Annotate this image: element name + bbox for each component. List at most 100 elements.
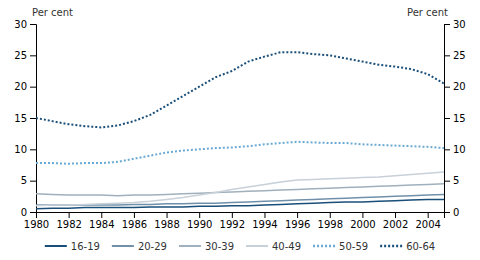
legend-swatch	[179, 245, 201, 247]
y2-axis-tick: 20	[444, 81, 466, 92]
y2-axis-tick: 0	[444, 207, 459, 218]
x-axis-tick-mark	[395, 212, 396, 218]
chart: 1980 1982 1984 1986 1988 1990 1992 1994 1996 1998…	[0, 0, 480, 260]
x-axis-tick: 1988	[154, 212, 179, 230]
y2-axis-tick-mark	[444, 87, 450, 88]
x-axis-tick-mark	[134, 212, 135, 218]
x-axis-tick-mark	[297, 212, 298, 218]
y-axis-tick: 10	[14, 144, 36, 155]
x-axis-tick-mark	[264, 212, 265, 218]
x-axis: 1980 1982 1984 1986 1988 1990 1992 1994 1996 1998…	[24, 212, 445, 230]
legend-item: 60-64	[380, 241, 435, 252]
x-axis-tick-label: 1984	[89, 219, 114, 230]
y2-axis-tick: 25	[444, 50, 466, 61]
legend-label: 30-39	[205, 241, 234, 252]
series-line	[36, 142, 444, 164]
x-axis-tick-mark	[199, 212, 200, 218]
x-axis-tick: 2004	[415, 212, 440, 230]
y2-axis-tick-mark	[444, 24, 450, 25]
y-axis-tick-label: 10	[14, 144, 27, 155]
y2-axis-tick-mark	[444, 149, 450, 150]
y2-axis-tick: 15	[444, 113, 466, 124]
y-axis-tick-mark	[30, 212, 36, 213]
legend-label: 16-19	[71, 241, 100, 252]
x-axis-tick: 1990	[187, 212, 212, 230]
y-axis-line	[30, 25, 37, 213]
y-axis-tick-mark	[30, 24, 36, 25]
y-axis-tick: 5	[21, 175, 36, 186]
x-axis-tick: 1996	[285, 212, 310, 230]
y2-axis: 0 5 10 15 20 25 30	[444, 19, 466, 218]
y2-axis-tick-mark	[444, 212, 450, 213]
x-axis-tick-mark	[101, 212, 102, 218]
legend-item: 40-49	[246, 241, 301, 252]
x-axis-tick-label: 1996	[285, 219, 310, 230]
legend-swatch	[45, 245, 67, 247]
legend-label: 50-59	[339, 241, 368, 252]
x-axis-tick-mark	[167, 212, 168, 218]
y-axis-tick: 15	[14, 113, 36, 124]
y-axis-tick-label: 15	[14, 113, 27, 124]
y-axis-tick: 30	[14, 19, 36, 30]
legend-item: 16-19	[45, 241, 100, 252]
y2-axis-tick-label: 5	[453, 175, 459, 186]
x-axis-tick-label: 2002	[383, 219, 408, 230]
series-line	[36, 52, 444, 127]
x-axis-tick-label: 2004	[415, 219, 440, 230]
y2-axis-tick-mark	[444, 181, 450, 182]
y-axis-tick-label: 25	[14, 50, 27, 61]
x-axis-tick-label: 1994	[252, 219, 277, 230]
y-axis-tick-label: 0	[21, 207, 27, 218]
y-axis-tick-mark	[30, 55, 36, 56]
x-axis-tick-label: 1998	[318, 219, 343, 230]
x-axis-tick: 1986	[122, 212, 147, 230]
y-axis-tick-mark	[30, 181, 36, 182]
y-axis-tick-mark	[30, 87, 36, 88]
legend-swatch	[246, 245, 268, 247]
x-axis-tick-label: 1986	[122, 219, 147, 230]
x-axis-line	[37, 213, 445, 219]
series-line	[36, 172, 444, 206]
x-axis-tick-mark	[330, 212, 331, 218]
y2-axis-line	[445, 25, 451, 213]
legend-item: 20-29	[112, 241, 167, 252]
y2-axis-tick-label: 30	[453, 19, 466, 30]
y2-axis-tick: 30	[444, 19, 466, 30]
legend-item: 50-59	[313, 241, 368, 252]
y2-axis-tick-mark	[444, 55, 450, 56]
x-axis-tick-label: 1982	[56, 219, 81, 230]
x-axis-tick-label: 1992	[220, 219, 245, 230]
x-axis-tick-mark	[362, 212, 363, 218]
y-axis: 0 5 10 15 20 25 30	[14, 19, 36, 218]
x-axis-tick: 1980	[24, 212, 49, 230]
y-axis-tick: 25	[14, 50, 36, 61]
x-axis-tick: 1994	[252, 212, 277, 230]
y2-axis-tick: 5	[444, 175, 459, 186]
y2-axis-tick-label: 20	[453, 81, 466, 92]
x-axis-tick: 2002	[383, 212, 408, 230]
legend-label: 40-49	[272, 241, 301, 252]
y-axis-tick: 20	[14, 81, 36, 92]
legend-swatch	[380, 245, 402, 248]
x-axis-tick-label: 1988	[154, 219, 179, 230]
x-axis-tick: 1992	[220, 212, 245, 230]
legend-label: 60-64	[406, 241, 435, 252]
x-axis-tick-mark	[428, 212, 429, 218]
y2-axis-tick-label: 10	[453, 144, 466, 155]
x-axis-tick-mark	[232, 212, 233, 218]
y2-axis-title: Per cent	[407, 7, 448, 18]
y2-axis-tick-label: 25	[453, 50, 466, 61]
y-axis-tick-mark	[30, 149, 36, 150]
y2-axis-tick-label: 0	[453, 207, 459, 218]
series-line	[36, 184, 444, 196]
legend: 16-19 20-29 30-39 40-49 50-59 60-64	[45, 241, 435, 252]
legend-item: 30-39	[179, 241, 234, 252]
y2-axis-tick-label: 15	[453, 113, 466, 124]
y-axis-tick-label: 20	[14, 81, 27, 92]
y2-axis-tick-mark	[444, 118, 450, 119]
y-axis-tick-mark	[30, 118, 36, 119]
x-axis-tick: 1982	[56, 212, 81, 230]
plot-area: 1980 1982 1984 1986 1988 1990 1992 1994 1996 1998…	[14, 7, 465, 230]
legend-swatch	[313, 245, 335, 248]
y-axis-title: Per cent	[32, 7, 73, 18]
